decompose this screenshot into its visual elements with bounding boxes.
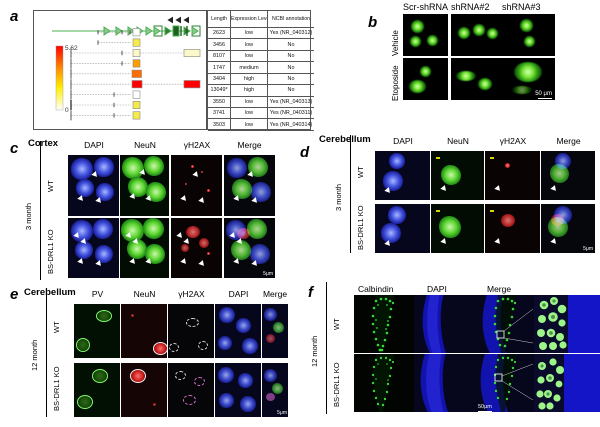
svg-text:5.62: 5.62 (65, 45, 78, 52)
svg-text:0: 0 (65, 107, 69, 114)
